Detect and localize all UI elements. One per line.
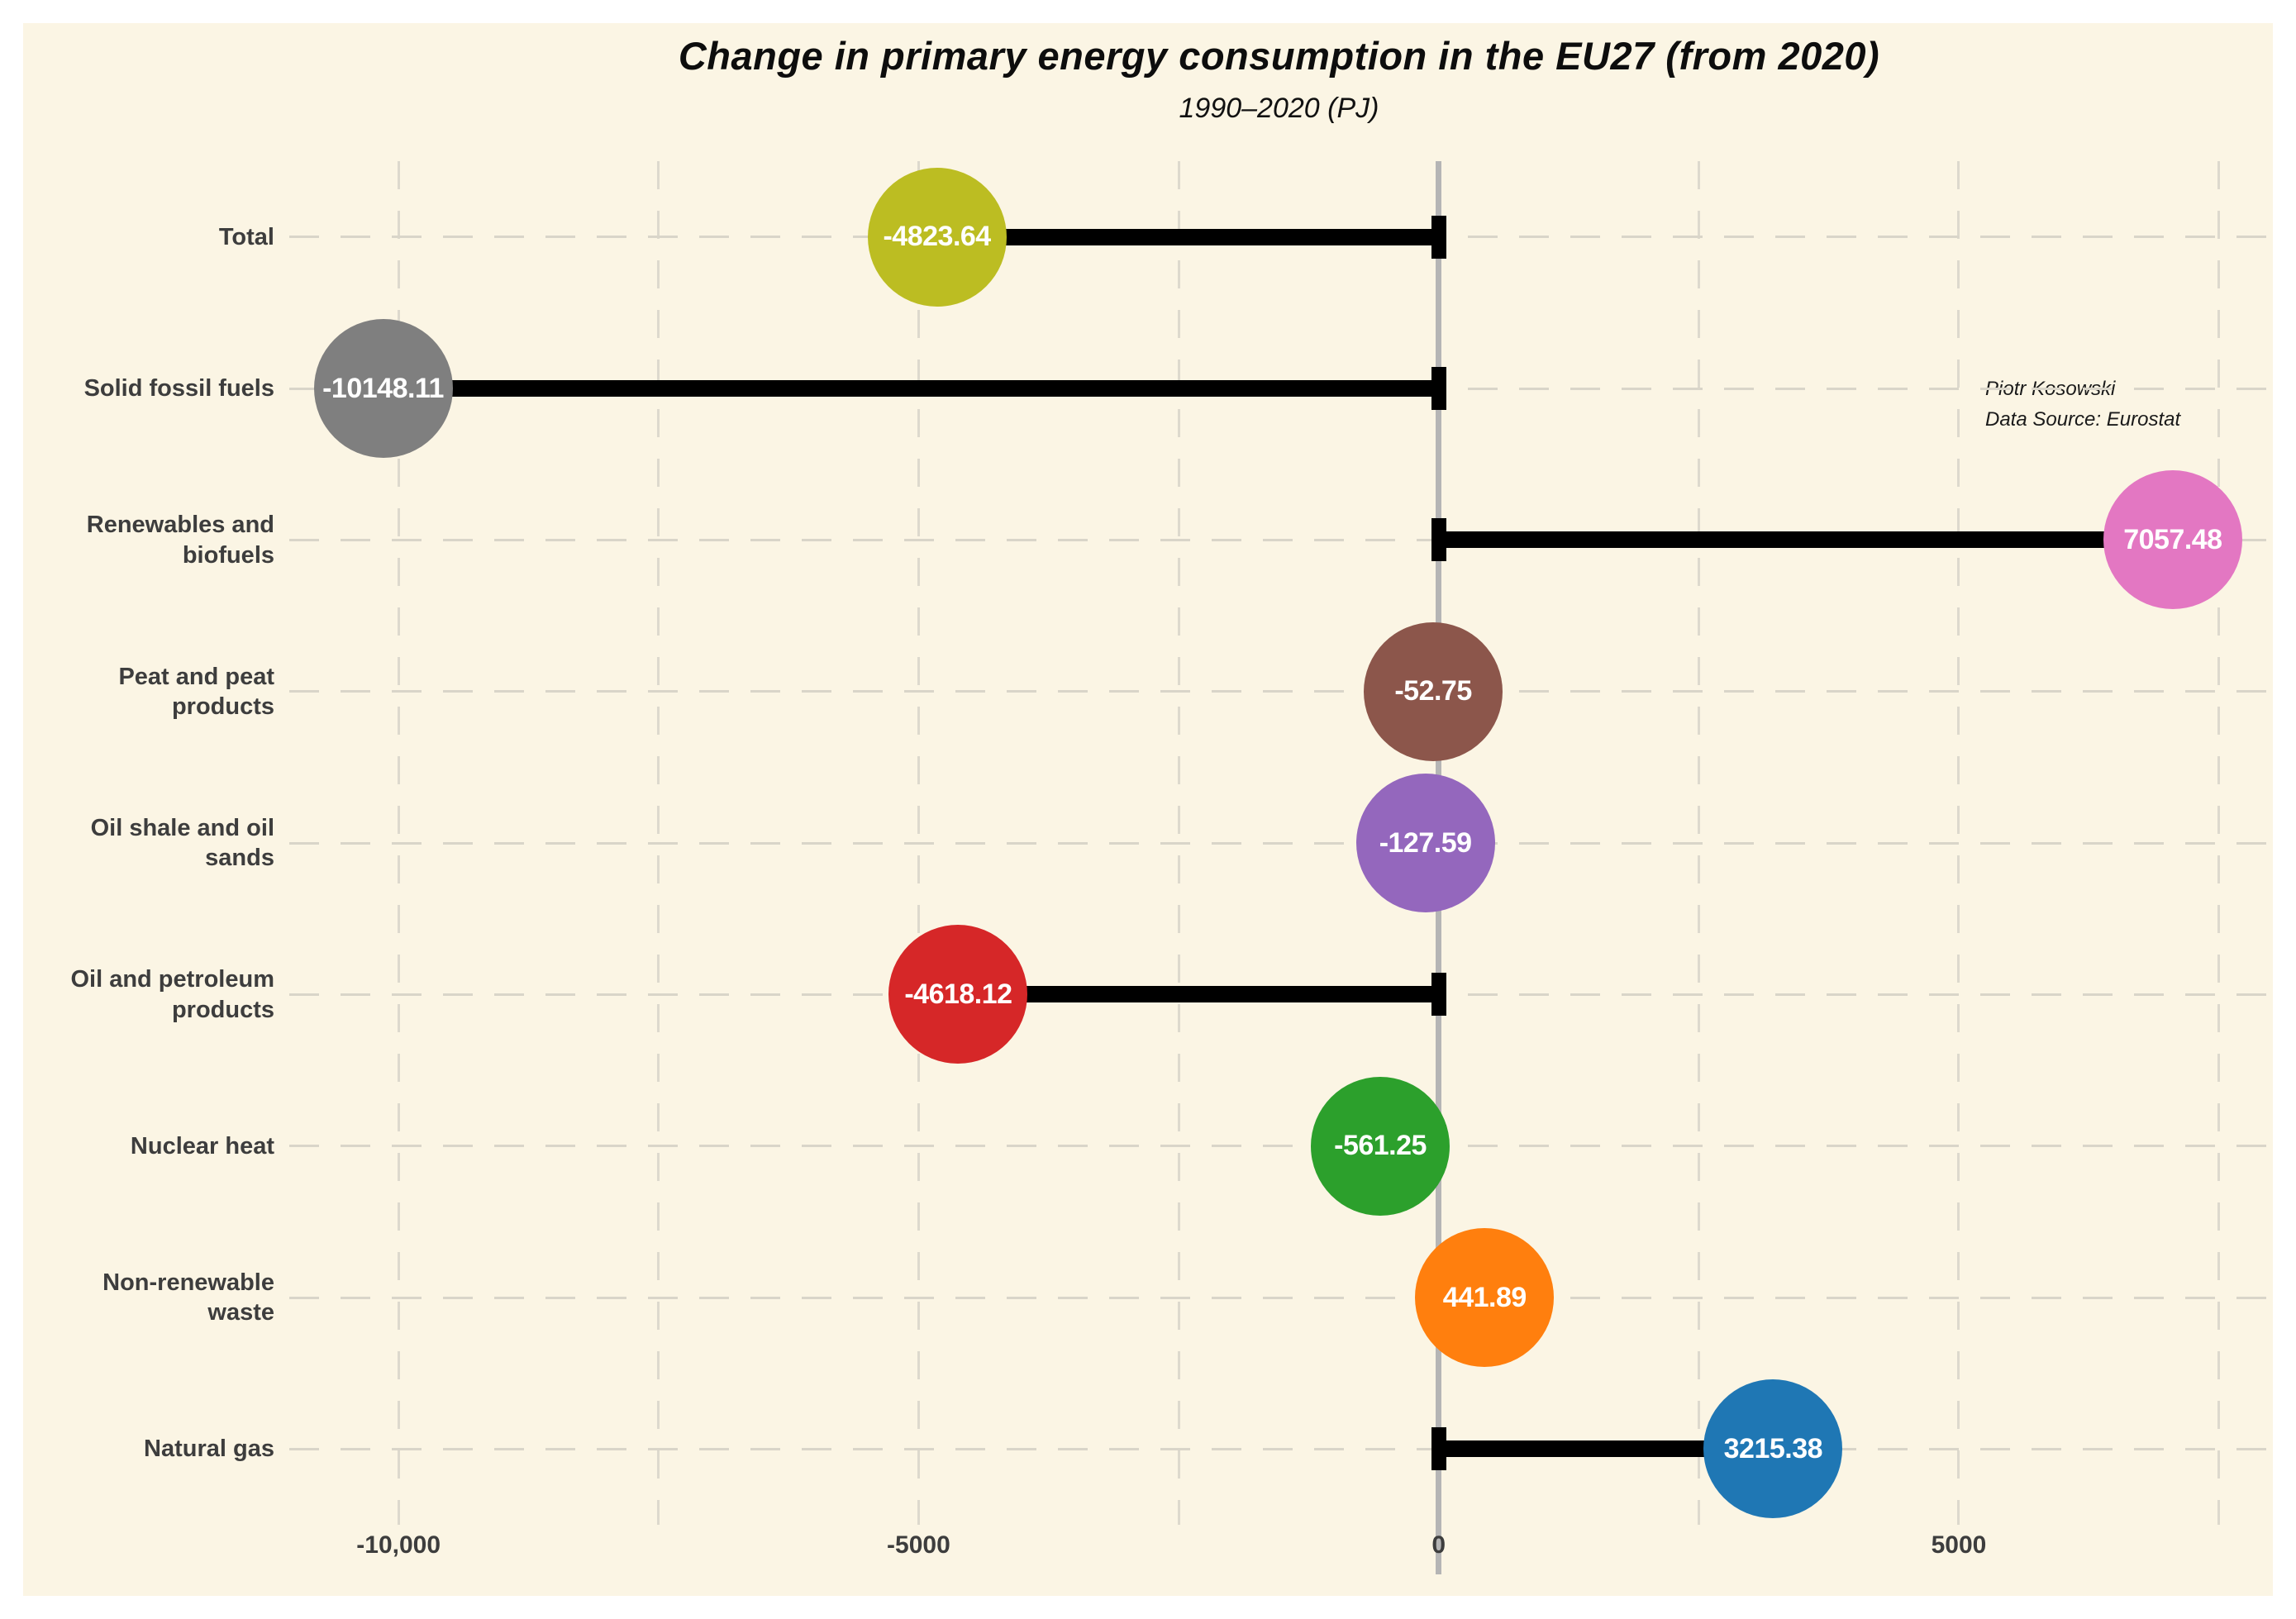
x-tick-label: -10,000 [356,1531,441,1559]
data-point-circle: -10148.11 [313,319,453,458]
value-label: -4618.12 [904,978,1012,1010]
data-point-circle: 3215.38 [1703,1379,1843,1519]
category-label: Oil and petroleum products [70,966,274,1023]
lollipop-stem [936,228,1439,245]
data-point-circle: -52.75 [1364,621,1503,761]
value-label: 7057.48 [2123,523,2222,555]
data-point-circle: -4823.64 [867,167,1007,307]
category-label: Non-renewable waste [102,1269,274,1326]
y-gridline [289,690,2269,693]
y-gridline [289,538,2269,541]
value-label: 3215.38 [1723,1432,1823,1464]
category-label: Nuclear heat [130,1132,274,1159]
data-point-circle: -561.25 [1311,1076,1450,1216]
category-label: Renewables and biofuels [86,512,274,569]
lollipop-stem [958,986,1439,1003]
x-tick-label: -5000 [887,1531,950,1559]
category-label: Oil shale and oil sands [90,814,274,871]
chart-title: Change in primary energy consumption in … [678,34,1880,78]
value-label: -4823.64 [883,221,991,253]
lollipop-stem [1438,1440,1774,1458]
lollipop-stem [383,380,1439,397]
y-gridline [289,841,2269,845]
category-label: Solid fossil fuels [83,374,274,402]
lollipop-stem-cap [1431,367,1446,410]
category-label: Peat and peat products [118,663,274,720]
source-annotation: Piotr Kosowski Data Source: Eurostat [1985,374,2180,435]
data-point-circle: -127.59 [1355,774,1495,912]
lollipop-stem-cap [1431,973,1446,1017]
y-gridline [289,1145,2269,1148]
value-label: 441.89 [1442,1281,1527,1313]
value-label: -10148.11 [322,372,444,404]
x-tick-label: 0 [1431,1531,1446,1559]
data-source: Data Source: Eurostat [1985,408,2181,431]
data-point-circle: -4618.12 [888,925,1028,1064]
value-label: -127.59 [1379,826,1472,859]
lollipop-stem [1438,531,2173,549]
lollipop-stem-cap [1431,1427,1446,1471]
y-gridline [289,1447,2269,1450]
chart-subtitle: 1990–2020 (PJ) [1179,93,1379,124]
category-label: Total [218,223,274,250]
value-label: -561.25 [1334,1130,1427,1162]
x-tick-label: 5000 [1931,1531,1987,1559]
data-point-circle: 7057.48 [2103,470,2242,610]
category-label: Natural gas [144,1436,274,1463]
lollipop-stem-cap [1431,215,1446,259]
data-point-circle: 441.89 [1415,1228,1555,1367]
y-gridline [289,1296,2269,1299]
lollipop-stem-cap [1431,518,1446,562]
value-label: -52.75 [1394,675,1472,707]
